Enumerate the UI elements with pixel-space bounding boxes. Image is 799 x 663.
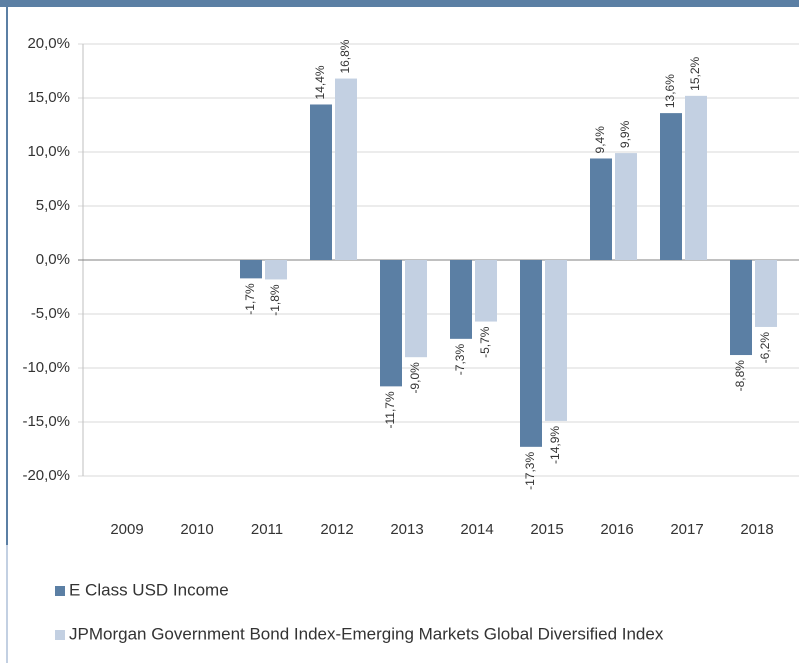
x-tick-label: 2010 [180,521,213,538]
y-tick-label: 5,0% [36,197,70,214]
legend-label: E Class USD Income [69,580,229,599]
x-tick-label: 2009 [110,521,143,538]
x-tick-label: 2012 [320,521,353,538]
x-tick-label: 2014 [460,521,493,538]
value-label: -8,8% [733,360,747,392]
x-tick-label: 2018 [740,521,773,538]
bar [380,260,402,387]
bar [405,260,427,358]
value-label: 14,4% [313,65,327,99]
x-tick-label: 2015 [530,521,563,538]
x-tick-label: 2011 [251,521,283,538]
y-tick-label: 20,0% [27,35,70,52]
value-label: -11,7% [383,391,397,428]
bar [730,260,752,356]
y-tick-label: 10,0% [27,143,70,160]
y-tick-label: -10,0% [22,359,70,376]
value-label: -6,2% [758,332,772,364]
bar [475,260,497,322]
value-label: 9,4% [593,126,607,154]
value-label: -14,9% [548,426,562,464]
bar [545,260,567,421]
x-tick-label: 2016 [600,521,633,538]
x-tick-label: 2017 [670,521,703,538]
bar [615,153,637,260]
x-tick-label: 2013 [390,521,423,538]
bar [590,158,612,260]
y-tick-label: 0,0% [36,251,70,268]
y-tick-label: -5,0% [31,305,70,322]
value-label: -5,7% [478,326,492,358]
bar [335,78,357,260]
bar [520,260,542,447]
value-label: 15,2% [688,56,702,90]
legend-label: JPMorgan Government Bond Index-Emerging … [69,624,664,643]
value-label: 16,8% [338,39,352,73]
y-tick-label: 15,0% [27,89,70,106]
y-tick-label: -20,0% [22,467,70,484]
bar [240,260,262,279]
legend-swatch [55,630,65,640]
value-label: -1,7% [243,283,257,315]
value-label: -17,3% [523,452,537,490]
bar [310,104,332,260]
value-label: 13,6% [663,74,677,108]
value-label: -7,3% [453,344,467,376]
value-label: -9,0% [408,362,422,394]
y-tick-label: -15,0% [22,413,70,430]
bar [660,113,682,261]
legend-swatch [55,586,65,596]
top-border [0,0,799,7]
bar [450,260,472,339]
bar [755,260,777,327]
bar [265,260,287,280]
bar [685,95,707,260]
value-label: -1,8% [268,284,282,316]
value-label: 9,9% [618,120,632,148]
